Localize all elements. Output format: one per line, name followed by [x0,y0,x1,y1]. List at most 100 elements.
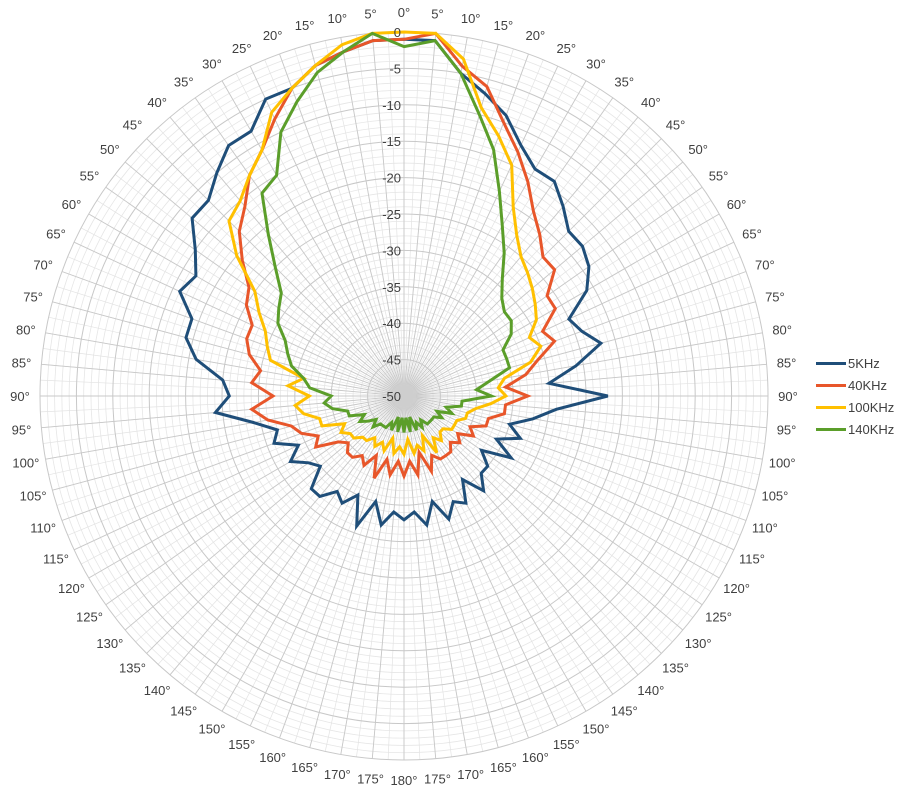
angle-tick-label: 80° [772,322,792,337]
angle-tick-label: 135° [662,661,689,676]
series-100khz [227,30,543,459]
angle-tick-label: 115° [43,551,69,566]
legend-item-40khz: 40KHz [816,374,894,396]
angle-tick-label: 165° [291,760,318,775]
angle-tick-label: 135° [119,661,146,676]
angle-tick-label: 70° [33,258,53,273]
angle-tick-label: 80° [16,322,36,337]
radial-tick-label: -30 [382,243,401,258]
angle-tick-label: 160° [522,750,549,765]
angle-tick-label: 5° [431,6,443,21]
angle-tick-label: 100° [769,456,796,471]
radial-tick-label: -20 [382,171,401,186]
angle-tick-label: 145° [170,704,197,719]
angle-tick-label: 100° [12,456,39,471]
legend-label: 100KHz [848,399,895,415]
angle-tick-label: 90° [10,389,30,404]
series-140khz [260,31,513,433]
angle-tick-label: 150° [583,722,610,737]
legend-swatch-40khz [816,383,846,387]
angle-tick-label: 50° [688,142,708,157]
angle-tick-label: 70° [755,258,775,273]
angle-tick-label: 0° [398,5,410,20]
angle-tick-label: 160° [259,750,286,765]
angle-tick-label: 35° [174,74,194,89]
angle-tick-label: 40° [147,95,167,110]
angle-tick-label: 155° [553,737,580,752]
angle-tick-label: 25° [232,41,252,56]
angle-tick-label: 170° [457,767,484,782]
angle-tick-label: 15° [494,18,514,33]
series-40khz [237,31,558,481]
radial-tick-label: -25 [382,207,401,222]
angle-tick-label: 120° [723,581,750,596]
angle-tick-label: 85° [12,356,32,371]
angle-tick-label: 115° [739,551,765,566]
angle-tick-label: 30° [586,56,606,71]
angle-tick-label: 90° [778,389,798,404]
angle-tick-label: 120° [58,581,85,596]
angle-tick-label: 140° [637,683,664,698]
legend-swatch-140khz [816,427,846,431]
angle-tick-label: 95° [777,422,797,437]
radial-tick-label: -15 [382,134,401,149]
angle-tick-label: 165° [490,760,517,775]
angle-tick-label: 105° [761,488,788,503]
angle-tick-label: 175° [357,772,384,787]
angle-tick-label: 105° [20,488,47,503]
angle-tick-label: 155° [228,737,255,752]
series-layer [177,30,609,531]
angular-axis-labels: 0° 5° 10° 15°20°25°30°35°40°45°50°55°60°65°… [10,5,798,788]
angle-tick-label: 125° [705,609,732,624]
angle-tick-label: 130° [685,636,712,651]
angle-tick-label: 110° [30,520,56,535]
angle-tick-label: 40° [641,95,661,110]
legend-swatch-5khz [816,361,846,365]
grid-major [39,31,769,761]
angle-tick-label: 15° [295,18,315,33]
angle-tick-label: 60° [727,197,747,212]
legend-label: 140KHz [848,421,895,437]
angle-tick-label: 110° [752,520,778,535]
angle-tick-label: 35° [614,74,634,89]
radial-tick-label: -40 [382,316,401,331]
legend-item-5khz: 5KHz [816,352,894,374]
legend-item-100khz: 100KHz [816,396,894,418]
angle-tick-label: 75° [765,290,785,305]
angle-tick-label: 50° [100,142,120,157]
angle-tick-label: 140° [144,683,171,698]
radial-tick-label: -10 [382,98,401,113]
angle-tick-label: 125° [76,609,103,624]
series-5khz [177,37,609,531]
angle-tick-label: 145° [611,704,638,719]
angle-tick-label: 10° [327,11,347,26]
angle-tick-label: 55° [80,169,100,184]
angle-tick-label: 20° [525,28,545,43]
angle-tick-label: 5° [364,6,376,21]
radial-tick-label: -50 [382,389,401,404]
radial-tick-label: -35 [382,280,401,295]
radial-axis-labels: 0 -5 -10 -15 -20 -25 -30 -35 -40 -45 -50 [382,25,401,404]
radial-tick-label: 0 [394,25,401,40]
angle-tick-label: 55° [709,169,729,184]
angle-tick-label: 95° [12,422,32,437]
legend-item-140khz: 140KHz [816,418,894,440]
legend-swatch-100khz [816,405,846,409]
radial-tick-label: -5 [389,61,401,76]
angle-tick-label: 30° [202,56,222,71]
angle-tick-label: 75° [23,290,43,305]
angle-tick-label: 130° [96,636,123,651]
angle-tick-label: 85° [777,356,797,371]
legend: 5KHz 40KHz 100KHz 140KHz [816,352,894,440]
angle-tick-label: 60° [62,197,82,212]
angle-tick-label: 25° [556,41,576,56]
angle-tick-label: 150° [199,722,226,737]
angle-tick-label: 170° [324,767,351,782]
angle-tick-label: 175° [424,772,451,787]
legend-label: 5KHz [848,355,880,371]
angle-tick-label: 45° [666,117,686,132]
angle-tick-label: 65° [46,227,66,242]
angle-tick-label: 10° [461,11,481,26]
angle-tick-label: 65° [742,227,762,242]
